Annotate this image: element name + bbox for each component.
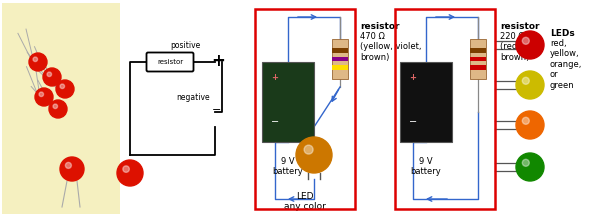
Circle shape — [65, 162, 71, 168]
Text: LED
any color: LED any color — [284, 192, 326, 211]
Circle shape — [522, 117, 529, 124]
FancyBboxPatch shape — [146, 53, 193, 71]
Bar — [470, 48, 486, 53]
Text: red,
yellow,
orange,
or
green: red, yellow, orange, or green — [550, 39, 583, 90]
Text: 470 Ω
(yellow, violet,
brown): 470 Ω (yellow, violet, brown) — [360, 32, 422, 62]
Bar — [470, 65, 486, 70]
Circle shape — [39, 92, 43, 97]
Circle shape — [516, 111, 544, 139]
Text: −: − — [212, 105, 221, 115]
Text: positive: positive — [170, 41, 200, 49]
Bar — [470, 39, 486, 79]
Circle shape — [33, 57, 38, 62]
Circle shape — [47, 72, 52, 77]
Text: resistor: resistor — [500, 22, 539, 31]
Circle shape — [522, 77, 529, 84]
Circle shape — [296, 137, 332, 173]
Text: resistor: resistor — [360, 22, 400, 31]
Bar — [2, 3, 120, 214]
Circle shape — [43, 68, 61, 86]
Bar — [255, 9, 355, 209]
Circle shape — [53, 104, 57, 108]
Circle shape — [60, 157, 84, 181]
Circle shape — [29, 53, 47, 71]
Bar — [332, 65, 348, 70]
Circle shape — [304, 145, 313, 154]
Circle shape — [516, 153, 544, 181]
Bar — [395, 9, 495, 209]
Text: +: + — [409, 74, 417, 82]
Text: −: − — [271, 117, 279, 127]
Text: −: − — [409, 117, 417, 127]
Text: resistor: resistor — [157, 59, 183, 65]
Circle shape — [56, 80, 74, 98]
Circle shape — [516, 31, 544, 59]
Bar — [332, 48, 348, 53]
Circle shape — [522, 37, 529, 44]
Bar — [470, 57, 486, 61]
Circle shape — [60, 84, 65, 89]
Bar — [332, 57, 348, 61]
Bar — [332, 39, 348, 79]
Text: 220 Ω
(red, red,
brown): 220 Ω (red, red, brown) — [500, 32, 539, 62]
Text: negative: negative — [176, 92, 210, 102]
Bar — [400, 62, 452, 142]
Text: +: + — [271, 74, 279, 82]
Circle shape — [516, 71, 544, 99]
Text: +: + — [211, 52, 225, 70]
Circle shape — [123, 166, 129, 172]
Text: 9 V
battery: 9 V battery — [273, 157, 303, 176]
Circle shape — [117, 160, 143, 186]
Circle shape — [522, 159, 529, 166]
Text: LEDs: LEDs — [550, 29, 575, 38]
Bar — [262, 62, 314, 142]
Circle shape — [35, 88, 53, 106]
Text: 9 V
battery: 9 V battery — [411, 157, 442, 176]
Circle shape — [49, 100, 67, 118]
